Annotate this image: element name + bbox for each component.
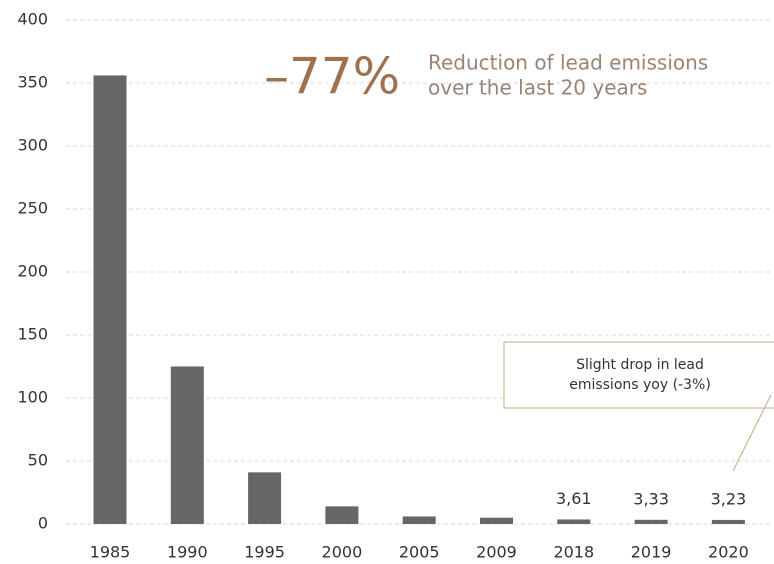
x-tick-label: 2019 [631, 543, 672, 562]
bar [325, 506, 359, 524]
y-tick-label: 400 [17, 10, 48, 29]
annotation-text: over the last 20 years [428, 76, 647, 100]
x-tick-label: 2018 [553, 543, 594, 562]
data-label: 3,33 [633, 489, 669, 508]
x-tick-label: 2009 [476, 543, 517, 562]
bar [557, 519, 591, 524]
y-tick-label: 300 [17, 136, 48, 155]
y-tick-label: 200 [17, 262, 48, 281]
annotation-value: –77% [264, 48, 400, 106]
callout-text: emissions yoy (-3%) [569, 377, 711, 393]
data-label: 3,23 [711, 489, 747, 508]
x-tick-label: 2005 [399, 543, 440, 562]
y-tick-label: 100 [17, 388, 48, 407]
x-tick-label: 2020 [708, 543, 749, 562]
y-tick-label: 0 [38, 514, 48, 533]
y-tick-label: 150 [17, 325, 48, 344]
callout-box [503, 341, 774, 409]
y-tick-label: 250 [17, 199, 48, 218]
callout-text: Slight drop in lead [576, 357, 704, 373]
x-tick-label: 1990 [167, 543, 208, 562]
bar [480, 517, 513, 524]
annotation-text: Reduction of lead emissions [428, 51, 708, 75]
x-tick-label: 1985 [90, 543, 131, 562]
y-tick-label: 50 [28, 451, 48, 470]
bar [402, 516, 436, 524]
bar [170, 366, 204, 524]
callout-pointer [732, 394, 772, 472]
y-tick-label: 350 [17, 73, 48, 92]
bar [93, 75, 127, 524]
bar [248, 472, 282, 524]
x-tick-label: 1995 [244, 543, 285, 562]
x-tick-label: 2000 [322, 543, 363, 562]
bar [711, 519, 745, 524]
data-label: 3,61 [556, 489, 592, 508]
bar [634, 519, 668, 524]
